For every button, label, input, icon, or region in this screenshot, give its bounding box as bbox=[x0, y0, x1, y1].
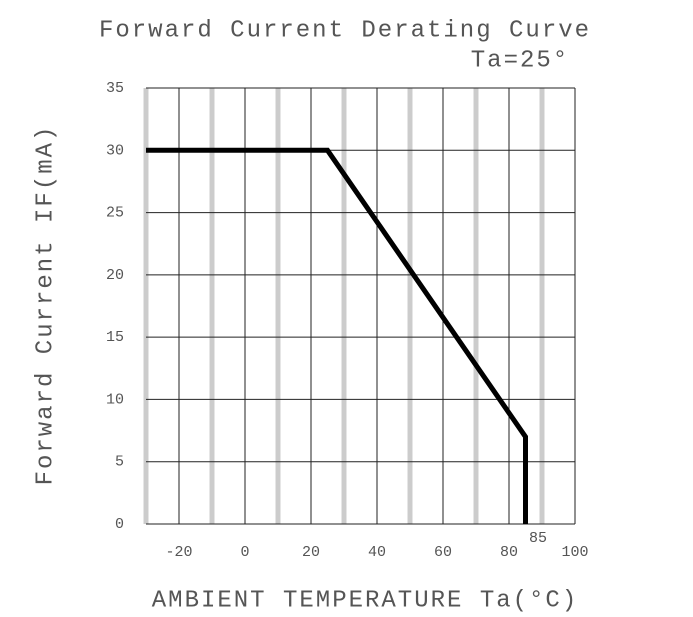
x-tick-label: 0 bbox=[240, 544, 249, 561]
x-axis-label: AMBIENT TEMPERATURE Ta(°C) bbox=[152, 587, 578, 614]
y-tick-label: 25 bbox=[106, 205, 124, 222]
y-tick-label: 30 bbox=[106, 142, 124, 159]
x-tick-label: -20 bbox=[165, 544, 192, 561]
y-tick-label: 15 bbox=[106, 329, 124, 346]
x-tick-label: 40 bbox=[368, 544, 386, 561]
y-tick-label: 10 bbox=[106, 391, 124, 408]
chart-subtitle: Ta=25° bbox=[471, 47, 569, 74]
chart-title: Forward Current Derating Curve bbox=[99, 17, 591, 44]
y-tick-label: 35 bbox=[106, 80, 124, 97]
y-axis-label: Forward Current IF(mA) bbox=[32, 125, 59, 486]
data-line bbox=[146, 147, 528, 524]
y-tick-label: 0 bbox=[115, 516, 124, 533]
annotation: 85 bbox=[529, 530, 547, 547]
y-tick-label: 20 bbox=[106, 267, 124, 284]
x-tick-label: 80 bbox=[500, 544, 518, 561]
x-tick-label: 20 bbox=[302, 544, 320, 561]
x-tick-label: 100 bbox=[561, 544, 588, 561]
y-tick-label: 5 bbox=[115, 454, 124, 471]
x-tick-label: 60 bbox=[434, 544, 452, 561]
